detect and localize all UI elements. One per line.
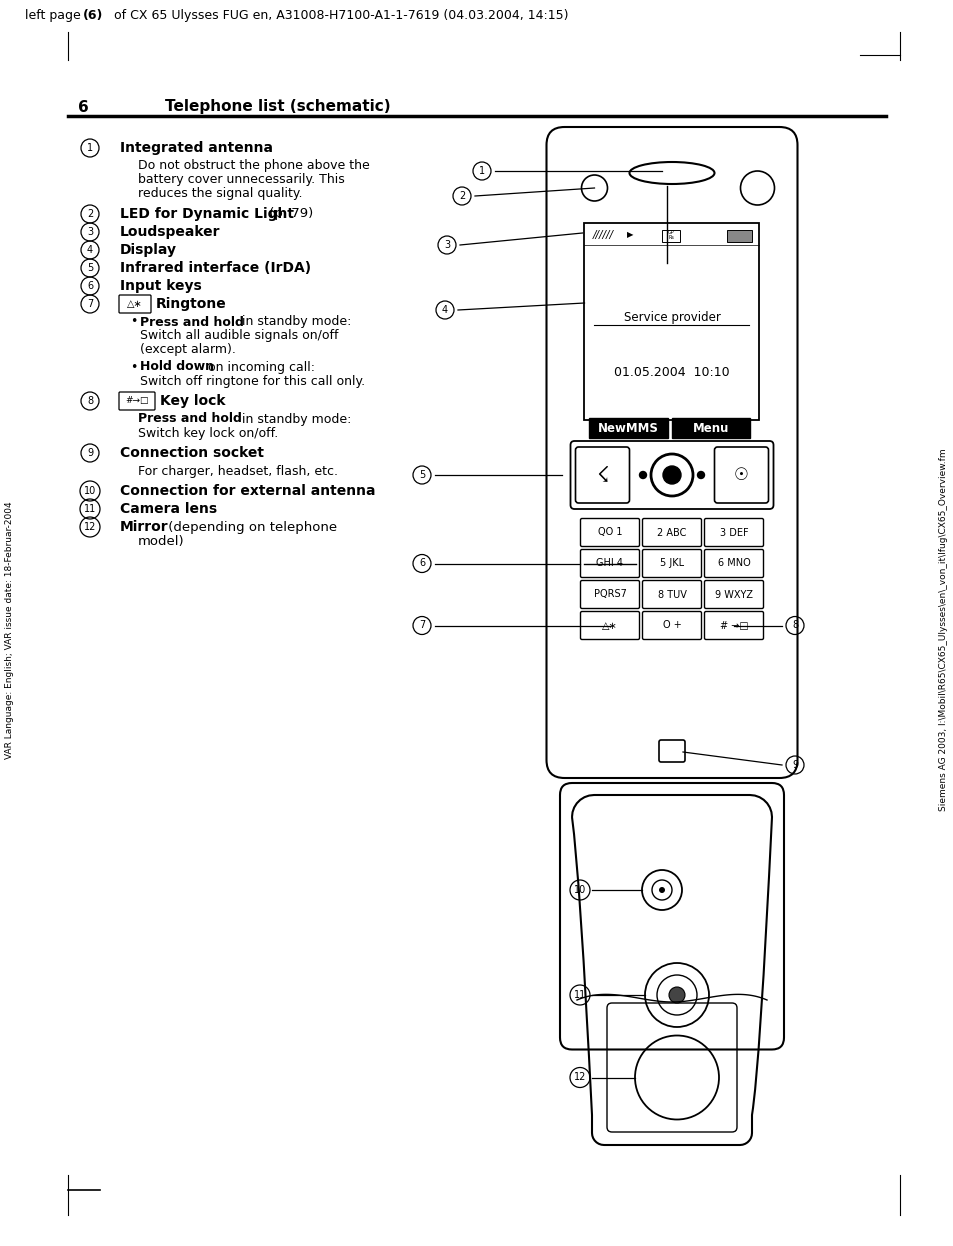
Text: 4: 4: [441, 305, 448, 315]
Text: Connection socket: Connection socket: [120, 446, 264, 460]
Text: Input keys: Input keys: [120, 279, 201, 293]
Text: Display: Display: [120, 243, 177, 257]
Text: 6: 6: [87, 282, 93, 292]
Text: Switch key lock on/off.: Switch key lock on/off.: [138, 426, 278, 440]
Text: 1: 1: [87, 143, 93, 153]
Text: Siemens AG 2003, I:\Mobil\R65\CX65_Ulysses\en\_von_it\lfug\CX65_Overview.fm: Siemens AG 2003, I:\Mobil\R65\CX65_Ulyss…: [939, 449, 947, 811]
Text: 4: 4: [87, 245, 93, 255]
Text: LED for Dynamic Light: LED for Dynamic Light: [120, 207, 294, 221]
Text: 01.05.2004  10:10: 01.05.2004 10:10: [614, 366, 729, 380]
Text: 10: 10: [84, 486, 96, 496]
Text: 11: 11: [84, 503, 96, 515]
Text: 1: 1: [478, 166, 484, 176]
Text: 3: 3: [87, 227, 93, 237]
Text: #→□: #→□: [125, 396, 149, 405]
Text: //////: //////: [592, 231, 613, 240]
Text: Telephone list (schematic): Telephone list (schematic): [165, 100, 390, 115]
Text: 5: 5: [418, 470, 425, 480]
FancyBboxPatch shape: [671, 417, 750, 439]
Text: Key lock: Key lock: [160, 394, 225, 407]
Text: on incoming call:: on incoming call:: [204, 360, 314, 374]
Text: Integrated antenna: Integrated antenna: [120, 141, 273, 155]
Text: 11: 11: [574, 991, 585, 1001]
Text: 8 TUV: 8 TUV: [657, 589, 686, 599]
Text: Press and hold: Press and hold: [138, 412, 242, 425]
Text: △∗: △∗: [127, 299, 143, 309]
Text: Mirror: Mirror: [120, 520, 169, 535]
Text: left page: left page: [25, 10, 85, 22]
Text: 3: 3: [443, 240, 450, 250]
Text: 9 WXYZ: 9 WXYZ: [714, 589, 752, 599]
Text: 7: 7: [418, 621, 425, 630]
Text: 6: 6: [78, 100, 89, 115]
FancyBboxPatch shape: [589, 417, 667, 439]
Text: 6: 6: [418, 558, 425, 568]
Text: (except alarm).: (except alarm).: [140, 344, 235, 356]
Text: Camera lens: Camera lens: [120, 502, 217, 516]
Text: VAR Language: English; VAR issue date: 18-Februar-2004: VAR Language: English; VAR issue date: 1…: [6, 501, 14, 759]
Text: Loudspeaker: Loudspeaker: [120, 226, 220, 239]
FancyBboxPatch shape: [727, 231, 752, 242]
Text: Press and hold: Press and hold: [140, 315, 244, 329]
Circle shape: [668, 987, 684, 1003]
Text: Hold down: Hold down: [140, 360, 213, 374]
Text: Ringtone: Ringtone: [156, 297, 227, 312]
Text: Service provider: Service provider: [623, 312, 720, 324]
Text: 9: 9: [87, 449, 93, 459]
Text: in standby mode:: in standby mode:: [237, 412, 351, 425]
Text: 6 MNO: 6 MNO: [717, 558, 750, 568]
Text: •: •: [130, 315, 137, 329]
Text: △∗: △∗: [601, 621, 618, 630]
Text: GHI 4: GHI 4: [596, 558, 623, 568]
Text: (depending on telephone: (depending on telephone: [164, 521, 336, 533]
Text: model): model): [138, 535, 185, 547]
Text: Switch all audible signals on/off: Switch all audible signals on/off: [140, 329, 338, 343]
Circle shape: [659, 887, 664, 893]
Text: PQRS7: PQRS7: [593, 589, 626, 599]
Text: GP
Rs: GP Rs: [667, 229, 674, 240]
Text: Do not obstruct the phone above the: Do not obstruct the phone above the: [138, 159, 370, 172]
Text: ▶: ▶: [626, 231, 633, 239]
Text: reduces the signal quality.: reduces the signal quality.: [138, 187, 302, 201]
Text: O +: O +: [662, 621, 680, 630]
Text: 5: 5: [87, 263, 93, 273]
Circle shape: [697, 471, 703, 478]
Text: 12: 12: [84, 522, 96, 532]
Circle shape: [639, 471, 646, 478]
Text: (p. 79): (p. 79): [265, 208, 313, 221]
Text: •: •: [130, 360, 137, 374]
Text: # →□: # →□: [719, 621, 747, 630]
Text: 9: 9: [791, 760, 798, 770]
Text: 2: 2: [458, 191, 465, 201]
Text: Menu: Menu: [692, 421, 729, 435]
Text: battery cover unnecessarily. This: battery cover unnecessarily. This: [138, 173, 344, 187]
Text: 7: 7: [87, 299, 93, 309]
Text: Switch off ringtone for this call only.: Switch off ringtone for this call only.: [140, 375, 365, 388]
Text: 2: 2: [87, 209, 93, 219]
Text: ☇: ☇: [596, 465, 608, 485]
Text: 12: 12: [573, 1073, 585, 1083]
Text: QO 1: QO 1: [598, 527, 621, 537]
Text: 8: 8: [87, 396, 93, 406]
Text: ☉: ☉: [733, 466, 748, 483]
Text: 2 ABC: 2 ABC: [657, 527, 686, 537]
Text: Connection for external antenna: Connection for external antenna: [120, 483, 375, 498]
Text: 3 DEF: 3 DEF: [719, 527, 747, 537]
Text: Infrared interface (IrDA): Infrared interface (IrDA): [120, 260, 311, 275]
Text: 5 JKL: 5 JKL: [659, 558, 683, 568]
Text: For charger, headset, flash, etc.: For charger, headset, flash, etc.: [138, 465, 337, 477]
Text: 8: 8: [791, 621, 798, 630]
Text: 10: 10: [574, 885, 585, 895]
Text: in standby mode:: in standby mode:: [237, 315, 351, 329]
Text: NewMMS: NewMMS: [598, 421, 659, 435]
Text: (6): (6): [83, 10, 103, 22]
Circle shape: [662, 466, 680, 483]
Text: of CX 65 Ulysses FUG en, A31008-H7100-A1-1-7619 (04.03.2004, 14:15): of CX 65 Ulysses FUG en, A31008-H7100-A1…: [110, 10, 568, 22]
